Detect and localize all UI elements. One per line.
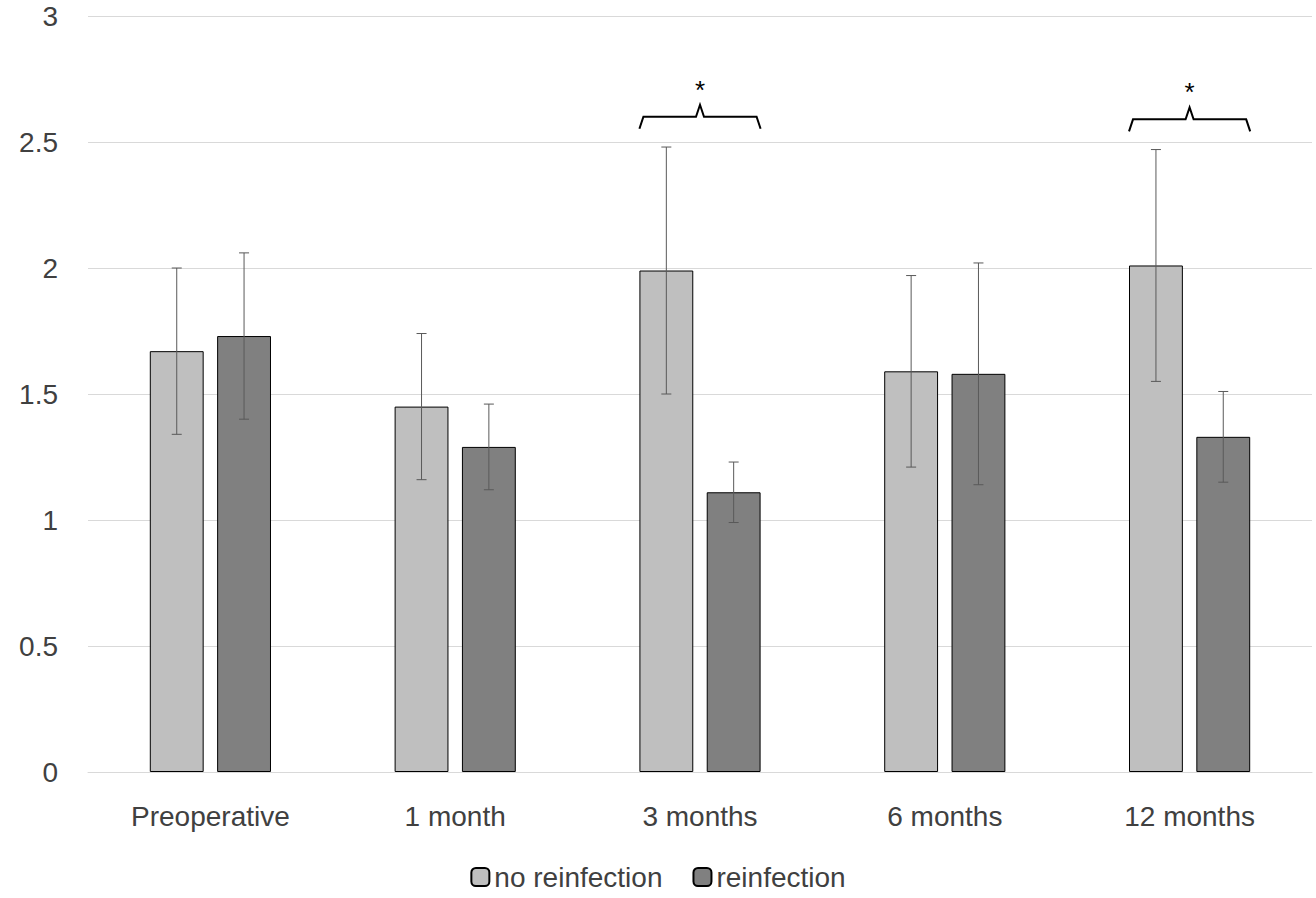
svg-text:12 months: 12 months: [1124, 801, 1255, 832]
svg-text:2.5: 2.5: [19, 127, 58, 158]
svg-text:*: *: [1185, 77, 1195, 107]
svg-text:3: 3: [42, 1, 58, 32]
svg-text:no reinfection: no reinfection: [494, 862, 662, 893]
svg-text:reinfection: reinfection: [716, 862, 845, 893]
svg-text:3 months: 3 months: [642, 801, 757, 832]
svg-text:1: 1: [42, 505, 58, 536]
svg-text:6 months: 6 months: [887, 801, 1002, 832]
svg-text:0.5: 0.5: [19, 631, 58, 662]
svg-text:0: 0: [42, 757, 58, 788]
svg-text:*: *: [695, 75, 705, 105]
svg-text:Preoperative: Preoperative: [131, 801, 290, 832]
svg-text:1 month: 1 month: [405, 801, 506, 832]
svg-text:2: 2: [42, 253, 58, 284]
svg-text:1.5: 1.5: [19, 379, 58, 410]
